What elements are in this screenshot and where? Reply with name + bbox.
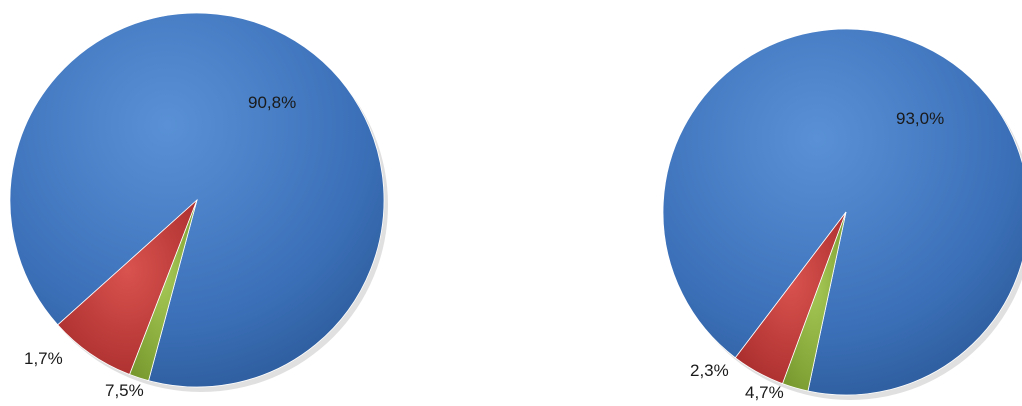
data-label: 1,7%	[24, 349, 63, 368]
data-label: 2,3%	[690, 361, 729, 380]
data-label: 93,0%	[896, 109, 944, 128]
data-label: 4,7%	[745, 383, 784, 401]
pie-slice	[129, 199, 198, 382]
pie-chart-left: 90,8% 7,5% 1,7%	[9, 12, 388, 400]
pie-chart-right: 93,0% 4,7% 2,3%	[662, 28, 1022, 402]
data-label: 90,8%	[248, 93, 296, 112]
pie-slice	[782, 211, 847, 392]
pie-slice	[662, 28, 1022, 396]
data-label: 7,5%	[105, 381, 144, 400]
